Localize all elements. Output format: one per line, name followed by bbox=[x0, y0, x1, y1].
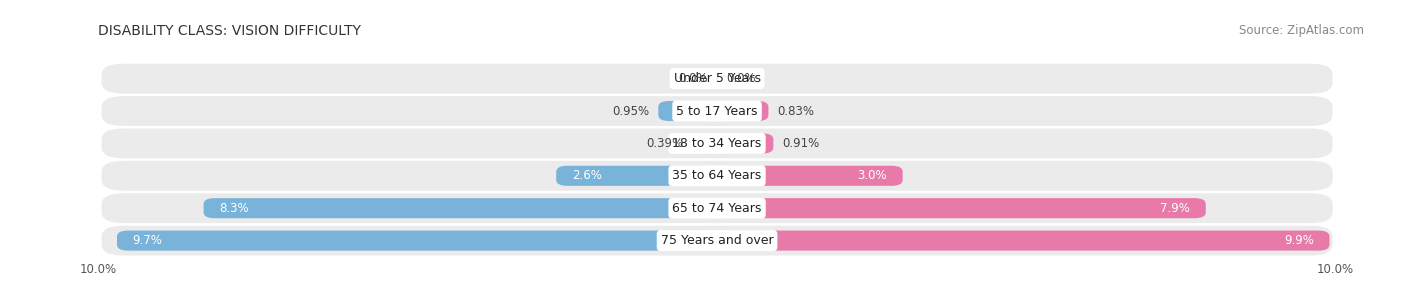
FancyBboxPatch shape bbox=[557, 166, 717, 186]
FancyBboxPatch shape bbox=[101, 64, 1333, 94]
FancyBboxPatch shape bbox=[717, 101, 769, 121]
FancyBboxPatch shape bbox=[101, 226, 1333, 255]
FancyBboxPatch shape bbox=[101, 161, 1333, 191]
Text: 8.3%: 8.3% bbox=[219, 202, 249, 215]
FancyBboxPatch shape bbox=[717, 133, 773, 154]
FancyBboxPatch shape bbox=[101, 129, 1333, 158]
FancyBboxPatch shape bbox=[658, 101, 717, 121]
FancyBboxPatch shape bbox=[717, 230, 1330, 250]
Text: 5 to 17 Years: 5 to 17 Years bbox=[676, 105, 758, 118]
Text: DISABILITY CLASS: VISION DIFFICULTY: DISABILITY CLASS: VISION DIFFICULTY bbox=[98, 24, 361, 38]
Text: 7.9%: 7.9% bbox=[1160, 202, 1191, 215]
Text: 65 to 74 Years: 65 to 74 Years bbox=[672, 202, 762, 215]
Text: 18 to 34 Years: 18 to 34 Years bbox=[672, 137, 762, 150]
Text: 75 Years and over: 75 Years and over bbox=[661, 234, 773, 247]
FancyBboxPatch shape bbox=[101, 96, 1333, 126]
FancyBboxPatch shape bbox=[101, 193, 1333, 223]
FancyBboxPatch shape bbox=[717, 166, 903, 186]
Text: 35 to 64 Years: 35 to 64 Years bbox=[672, 169, 762, 182]
Text: 0.95%: 0.95% bbox=[612, 105, 650, 118]
FancyBboxPatch shape bbox=[717, 198, 1206, 218]
Text: 0.91%: 0.91% bbox=[783, 137, 820, 150]
Text: 0.39%: 0.39% bbox=[647, 137, 683, 150]
FancyBboxPatch shape bbox=[204, 198, 717, 218]
Text: Under 5 Years: Under 5 Years bbox=[673, 72, 761, 85]
Text: 9.9%: 9.9% bbox=[1284, 234, 1315, 247]
FancyBboxPatch shape bbox=[693, 133, 717, 154]
Text: 9.7%: 9.7% bbox=[132, 234, 162, 247]
Text: 0.83%: 0.83% bbox=[778, 105, 814, 118]
Text: 2.6%: 2.6% bbox=[572, 169, 602, 182]
Text: 3.0%: 3.0% bbox=[858, 169, 887, 182]
Text: 0.0%: 0.0% bbox=[678, 72, 707, 85]
Text: 0.0%: 0.0% bbox=[727, 72, 756, 85]
Text: Source: ZipAtlas.com: Source: ZipAtlas.com bbox=[1239, 24, 1364, 37]
FancyBboxPatch shape bbox=[117, 230, 717, 250]
